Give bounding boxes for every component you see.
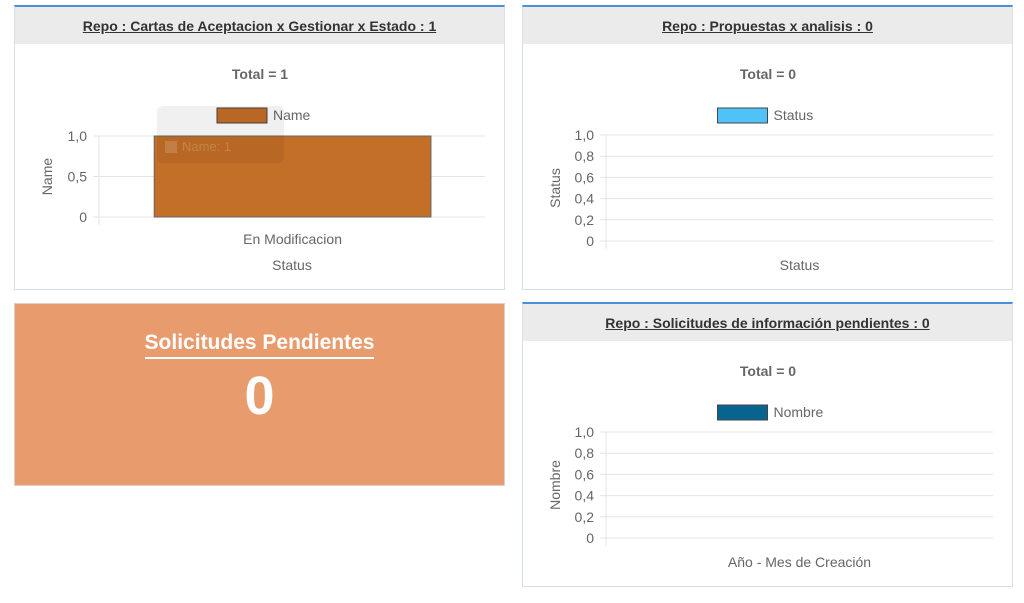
chart-solicitudes-informacion: Total = 0 Nombre 0 0,2 0,4 0,6 0,8 1,0 Año - Mes…: [547, 363, 993, 570]
chart-title: Total = 0: [740, 66, 796, 82]
y-tick-label: 0: [586, 233, 594, 249]
legend-label: Status: [774, 107, 814, 123]
chart-propuestas: Total = 0 Status 0 0,2 0,4 0,6 0,8 1,0 Status Sta…: [547, 66, 993, 273]
y-axis-title: Nombre: [547, 460, 563, 510]
chart-title: Total = 0: [740, 363, 796, 379]
y-tick-label: 0,4: [575, 488, 595, 504]
panel-header: Repo : Propuestas x analisis : 0: [523, 7, 1012, 44]
panel-propuestas: Repo : Propuestas x analisis : 0 Total =…: [522, 5, 1013, 290]
y-tick-label: 0,6: [575, 466, 595, 482]
panel-title-link[interactable]: Repo : Cartas de Aceptacion x Gestionar …: [82, 17, 437, 34]
y-tick-label: 0,8: [575, 445, 595, 461]
chart-cartas-aceptacion: Total = 1 Name 0 0,5 1,0 En Modificacion Name:…: [39, 66, 485, 273]
panel-title-link[interactable]: Repo : Solicitudes de información pendie…: [605, 314, 930, 331]
x-tick-label: En Modificacion: [243, 231, 342, 247]
panel-cartas-aceptacion: Repo : Cartas de Aceptacion x Gestionar …: [14, 5, 505, 290]
x-axis-title: Status: [780, 257, 820, 273]
tooltip-swatch: [165, 141, 177, 153]
tooltip-text: Name: 1: [182, 139, 231, 154]
panel-header: Repo : Cartas de Aceptacion x Gestionar …: [15, 7, 504, 44]
panel-header: Repo : Solicitudes de información pendie…: [523, 304, 1012, 341]
y-tick-label: 1,0: [68, 128, 88, 144]
legend-swatch: [717, 107, 768, 124]
legend-label: Name: [273, 107, 311, 123]
y-tick-label: 0,4: [575, 191, 595, 207]
y-axis-title: Name: [39, 158, 55, 196]
legend-label: Nombre: [774, 404, 824, 420]
bar: [153, 135, 432, 218]
legend-swatch: [717, 404, 768, 421]
tooltip-box: [157, 106, 284, 163]
chart-title: Total = 1: [232, 66, 288, 82]
panel-title-link[interactable]: Repo : Propuestas x analisis : 0: [662, 17, 873, 34]
x-axis-title: Status: [272, 257, 312, 273]
y-tick-label: 0,5: [68, 169, 88, 185]
y-tick-label: 0,8: [575, 148, 595, 164]
y-tick-label: 0: [586, 530, 594, 546]
y-tick-label: 0,2: [575, 509, 595, 525]
panel-solicitudes-informacion: Repo : Solicitudes de información pendie…: [522, 302, 1013, 587]
stat-card-solicitudes-pendientes: Solicitudes Pendientes 0: [14, 303, 505, 486]
y-tick-label: 0,6: [575, 169, 595, 185]
stat-label: Solicitudes Pendientes: [144, 331, 375, 359]
x-axis-title: Año - Mes de Creación: [728, 554, 871, 570]
y-tick-label: 1,0: [575, 424, 595, 440]
stat-value: 0: [244, 366, 275, 426]
legend-swatch: [216, 107, 268, 124]
y-tick-label: 1,0: [575, 127, 595, 143]
y-tick-label: 0,2: [575, 212, 595, 228]
y-axis-title: Status: [547, 168, 563, 208]
y-tick-label: 0: [79, 209, 87, 225]
